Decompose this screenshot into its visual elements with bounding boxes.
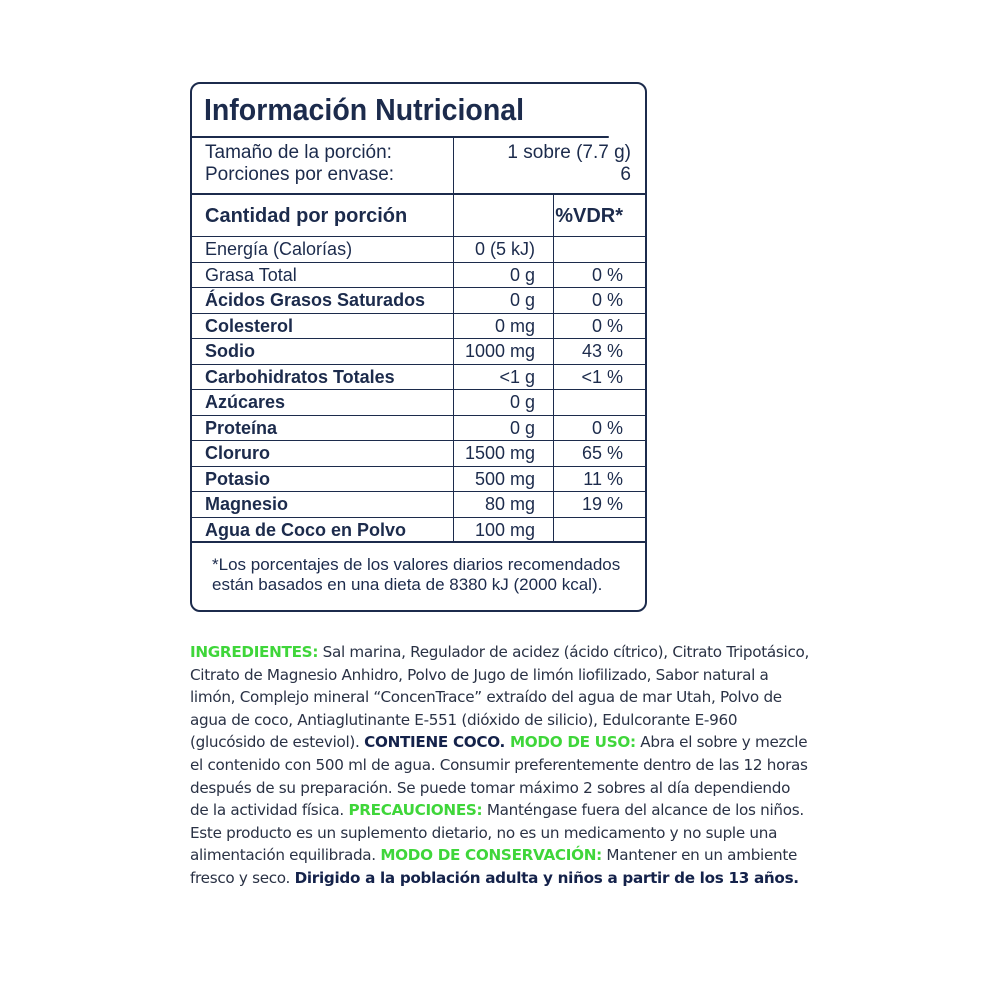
nutrient-name: Agua de Coco en Polvo <box>192 517 454 541</box>
nutrient-vdr: 0 % <box>591 264 623 285</box>
ingredients-label: INGREDIENTES: <box>190 643 319 661</box>
nutrient-row: Azúcares 0 g <box>192 390 645 416</box>
nutrient-row: Ácidos Grasos Saturados 0 g 0 % <box>192 288 645 314</box>
nutrient-vdr <box>554 518 645 542</box>
nutrient-name: Potasio <box>192 466 454 491</box>
nutrient-vdr: 11 % <box>583 468 623 489</box>
nutrient-vdr <box>554 390 645 415</box>
nutrient-amount: 100 mg <box>454 517 554 541</box>
nutrient-amount: 0 g <box>454 262 554 287</box>
nutrient-amount: <1 g <box>454 364 554 389</box>
nutrient-amount: 80 mg <box>454 492 554 517</box>
nutrient-name: Proteína <box>192 415 454 440</box>
nutrient-vdr: 0 % <box>591 315 623 336</box>
allergen-warning: CONTIENE COCO. <box>364 733 505 752</box>
nutrient-row: Agua de Coco en Polvo 100 mg <box>192 517 645 543</box>
header-amount: Cantidad por porción <box>192 195 454 236</box>
usage-text: Abra el sobre y mezcle el contenido con … <box>190 733 808 820</box>
nutrient-vdr: 0 % <box>591 290 623 310</box>
nutrient-row: Magnesio 80 mg 19 % <box>192 492 645 518</box>
nutrient-name: Energía (Calorías) <box>192 237 454 262</box>
nutrient-vdr: 43 % <box>581 341 623 361</box>
nutrient-name: Grasa Total <box>192 262 454 287</box>
nutrient-amount: 0 (5 kJ) <box>454 237 554 262</box>
nutrient-vdr: 0 % <box>591 417 623 438</box>
nutrient-name: Colesterol <box>192 313 454 338</box>
nutrient-vdr <box>554 237 645 262</box>
header-vdr: %VDR* <box>555 205 623 227</box>
serving-size-value: 1 sobre (7.7 g) <box>507 142 631 163</box>
nutrient-row: Grasa Total 0 g 0 % <box>192 262 645 288</box>
precautions-label: PRECAUCIONES: <box>348 801 483 820</box>
nutrient-amount: 1000 mg <box>454 339 554 364</box>
ingredients-text: Sal marina, Regulador de acidez (ácido c… <box>190 643 810 752</box>
nutrient-name: Sodio <box>192 339 454 364</box>
nutrient-amount: 0 g <box>454 415 554 440</box>
nutrient-name: Azúcares <box>192 390 454 415</box>
nutrient-vdr: 19 % <box>581 494 623 514</box>
nutrient-name: Ácidos Grasos Saturados <box>192 288 454 313</box>
table-header: Cantidad por porción %VDR* <box>192 195 645 237</box>
nutrient-row: Proteína 0 g 0 % <box>192 415 645 441</box>
product-info-text: INGREDIENTES: Sal marina, Regulador de a… <box>190 641 810 890</box>
nutrition-facts-table: Información Nutricional Tamaño de la por… <box>190 82 647 612</box>
precautions-text: Manténgase fuera del alcance de los niño… <box>190 801 804 865</box>
serving-info: Tamaño de la porción: Porciones por enva… <box>192 138 645 195</box>
storage-label: MODO DE CONSERVACIÓN: <box>380 846 602 865</box>
nutrient-row: Carbohidratos Totales <1 g <1 % <box>192 364 645 390</box>
audience-note: Dirigido a la población adulta y niños a… <box>294 868 799 887</box>
usage-label: MODO DE USO: <box>505 733 636 752</box>
nutrient-row: Cloruro 1500 mg 65 % <box>192 441 645 467</box>
servings-value: 6 <box>620 164 631 185</box>
nutrient-amount: 0 mg <box>454 313 554 338</box>
nutrient-row: Potasio 500 mg 11 % <box>192 466 645 492</box>
nutrient-amount: 0 g <box>454 288 554 313</box>
table-title: Información Nutricional <box>192 84 609 138</box>
nutrient-row: Sodio 1000 mg 43 % <box>192 339 645 365</box>
nutrient-name: Magnesio <box>192 492 454 517</box>
nutrient-amount: 500 mg <box>454 466 554 491</box>
nutrient-row: Energía (Calorías) 0 (5 kJ) <box>192 237 645 263</box>
serving-size-label: Tamaño de la porción: <box>205 142 392 163</box>
nutrient-vdr: <1 % <box>581 366 623 387</box>
nutrient-rows: Energía (Calorías) 0 (5 kJ) Grasa Total 0 g… <box>192 237 645 543</box>
nutrient-amount: 1500 mg <box>454 441 554 466</box>
servings-label: Porciones por envase: <box>205 164 395 185</box>
footnote: *Los porcentajes de los valores diarios … <box>212 555 621 594</box>
nutrient-name: Carbohidratos Totales <box>192 364 454 389</box>
nutrient-row: Colesterol 0 mg 0 % <box>192 313 645 339</box>
nutrient-name: Cloruro <box>192 441 454 466</box>
nutrient-vdr: 65 % <box>581 443 623 463</box>
nutrient-amount: 0 g <box>454 390 554 415</box>
storage-text: Mantener en un ambiente fresco y seco. <box>190 846 798 887</box>
